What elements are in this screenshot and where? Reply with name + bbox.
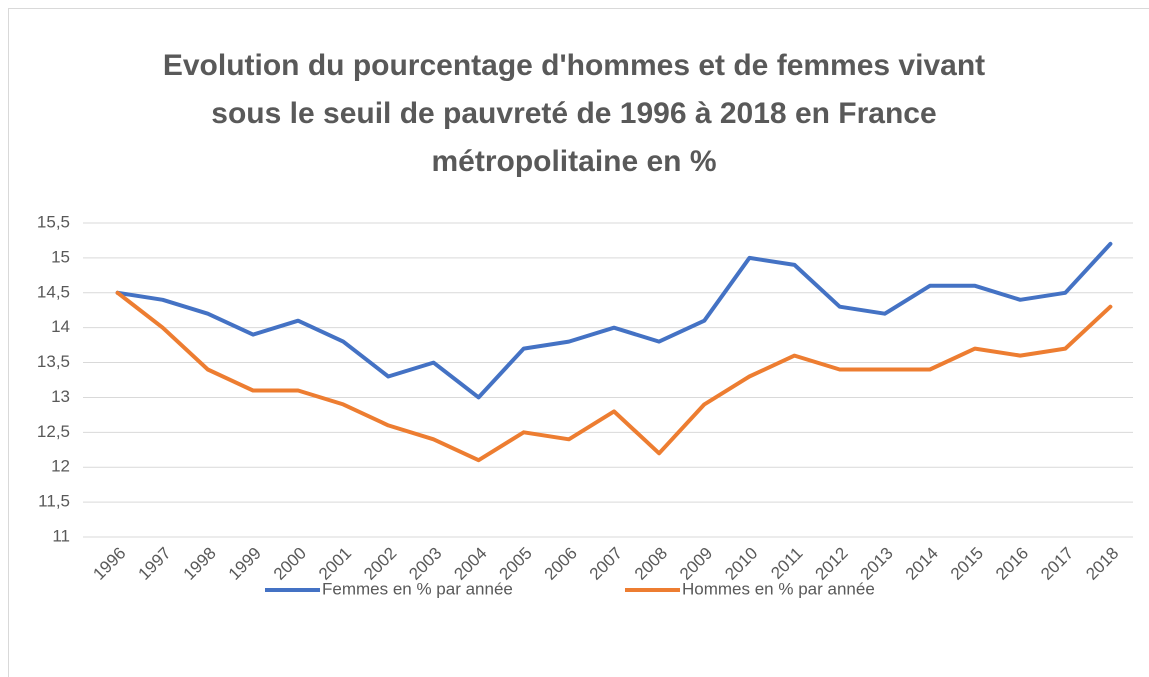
series-line: [115, 290, 1113, 463]
x-tick-label: 2015: [947, 544, 987, 584]
x-tick-label: 2006: [541, 544, 581, 584]
x-tick-label: 2001: [315, 544, 355, 584]
chart-border: [8, 8, 1149, 677]
y-tick-label: 14,5: [37, 282, 70, 301]
x-tick-label: 2017: [1037, 544, 1077, 584]
x-tick-label: 2012: [811, 544, 851, 584]
x-tick-label: 2002: [360, 544, 400, 584]
x-tick-label: 1998: [180, 544, 220, 584]
x-tick-label: 1999: [225, 544, 265, 584]
series-line: [115, 241, 1113, 400]
y-tick-label: 14: [51, 317, 70, 336]
y-tick-label: 13: [51, 387, 70, 406]
x-tick-label: 2004: [450, 544, 490, 584]
x-tick-label: 2007: [586, 544, 626, 584]
x-tick-label: 1997: [135, 544, 175, 584]
y-tick-label: 13,5: [37, 352, 70, 371]
x-tick-label: 2000: [270, 544, 310, 584]
y-tick-label: 11: [52, 526, 70, 545]
y-tick-label: 12,5: [37, 422, 70, 441]
legend-label: Femmes en % par année: [322, 579, 513, 598]
x-tick-label: 2013: [857, 544, 897, 584]
x-tick-label: 2018: [1082, 544, 1122, 584]
x-tick-label: 2010: [721, 544, 761, 584]
x-tick-label: 2016: [992, 544, 1032, 584]
x-tick-label: 2011: [767, 544, 806, 583]
y-tick-label: 15,5: [37, 212, 70, 231]
x-tick-label: 2009: [676, 544, 716, 584]
y-tick-label: 11,5: [38, 492, 70, 511]
x-tick-label: 2005: [496, 544, 536, 584]
x-tick-label: 1996: [89, 544, 129, 584]
y-tick-label: 15: [51, 247, 70, 266]
x-tick-label: 2014: [902, 544, 942, 584]
x-tick-label: 2008: [631, 544, 671, 584]
legend-label: Hommes en % par année: [682, 579, 875, 598]
x-tick-label: 2003: [405, 544, 445, 584]
y-tick-label: 12: [51, 457, 70, 476]
chart-title: Evolution du pourcentage d'hommes et de …: [162, 49, 986, 178]
